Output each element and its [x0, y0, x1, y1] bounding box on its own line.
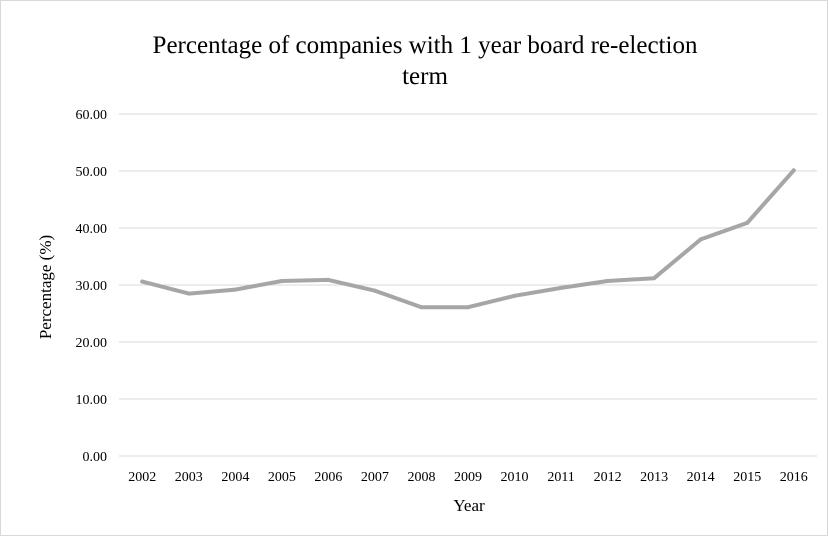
y-tick-label: 50.00 — [76, 165, 108, 180]
data-point — [419, 305, 423, 309]
y-tick-label: 40.00 — [76, 222, 108, 237]
data-point — [606, 279, 610, 283]
x-tick-label: 2005 — [268, 470, 296, 485]
y-tick-label: 30.00 — [76, 279, 108, 294]
y-tick-label: 60.00 — [76, 108, 108, 123]
x-axis-label: Year — [453, 496, 485, 515]
data-point — [326, 278, 330, 282]
data-point — [280, 279, 284, 283]
series-line — [142, 170, 793, 307]
y-axis-ticks: 0.00 10.00 20.00 30.00 40.00 50.00 60.00 — [76, 108, 108, 465]
y-tick-label: 0.00 — [83, 450, 108, 465]
x-tick-label: 2003 — [175, 470, 203, 485]
x-tick-label: 2013 — [640, 470, 668, 485]
x-tick-label: 2014 — [687, 470, 715, 485]
data-point — [699, 237, 703, 241]
x-tick-label: 2008 — [407, 470, 435, 485]
gridlines — [119, 114, 817, 456]
x-tick-label: 2015 — [733, 470, 761, 485]
x-tick-label: 2012 — [594, 470, 622, 485]
x-tick-label: 2009 — [454, 470, 482, 485]
chart-title-line-2: term — [402, 63, 448, 90]
x-tick-label: 2004 — [221, 470, 249, 485]
x-axis-ticks: 2002 2003 2004 2005 2006 2007 2008 2009 2010 2011… — [128, 470, 807, 485]
y-tick-label: 20.00 — [76, 336, 108, 351]
x-tick-label: 2007 — [361, 470, 389, 485]
y-axis-label: Percentage (%) — [36, 235, 55, 339]
data-point — [187, 292, 191, 296]
x-tick-label: 2006 — [314, 470, 342, 485]
data-point — [559, 286, 563, 290]
x-tick-label: 2002 — [128, 470, 156, 485]
y-tick-label: 10.00 — [76, 393, 108, 408]
chart-title-line-1: Percentage of companies with 1 year boar… — [153, 32, 698, 59]
series-layer — [140, 168, 795, 309]
data-point — [513, 294, 517, 298]
data-point — [466, 305, 470, 309]
data-point — [140, 280, 144, 284]
data-point — [745, 221, 749, 225]
data-point — [652, 276, 656, 280]
data-point — [792, 168, 796, 172]
data-point — [233, 288, 237, 292]
data-point — [373, 289, 377, 293]
x-tick-label: 2016 — [780, 470, 808, 485]
x-tick-label: 2010 — [501, 470, 529, 485]
x-tick-label: 2011 — [547, 470, 574, 485]
